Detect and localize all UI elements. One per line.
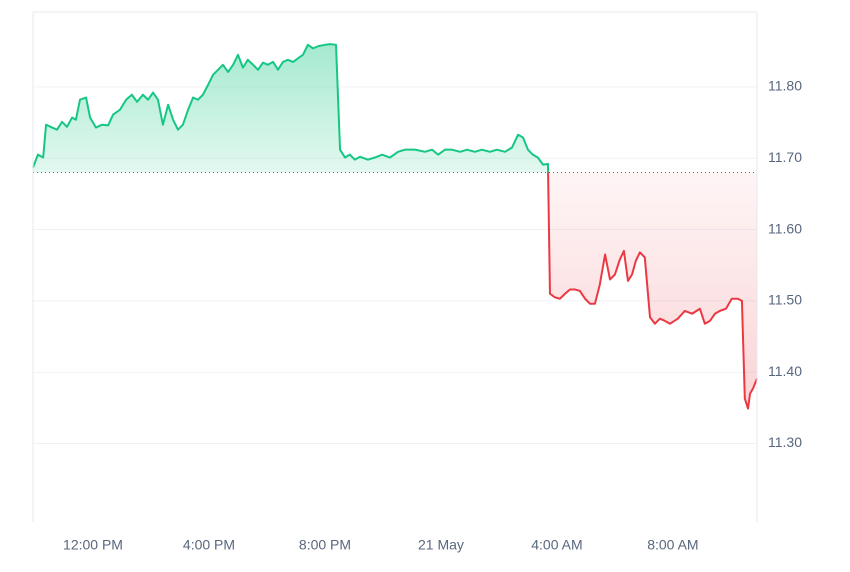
y-tick-label: 11.70	[768, 149, 802, 165]
baseline-area	[33, 44, 757, 409]
plot	[32, 43, 758, 410]
y-tick-label: 11.40	[768, 363, 802, 379]
x-tick-label: 12:00 PM	[63, 537, 123, 553]
x-tick-label: 21 May	[418, 537, 464, 553]
y-tick-label: 11.50	[768, 292, 802, 308]
x-tick-label: 8:00 AM	[647, 537, 698, 553]
y-tick-label: 11.30	[768, 434, 802, 450]
y-tick-label: 11.60	[768, 220, 802, 236]
x-tick-label: 4:00 PM	[183, 537, 235, 553]
x-tick-label: 4:00 AM	[531, 537, 582, 553]
x-tick-label: 8:00 PM	[299, 537, 351, 553]
price-line	[32, 43, 758, 410]
y-tick-label: 11.80	[768, 78, 802, 94]
